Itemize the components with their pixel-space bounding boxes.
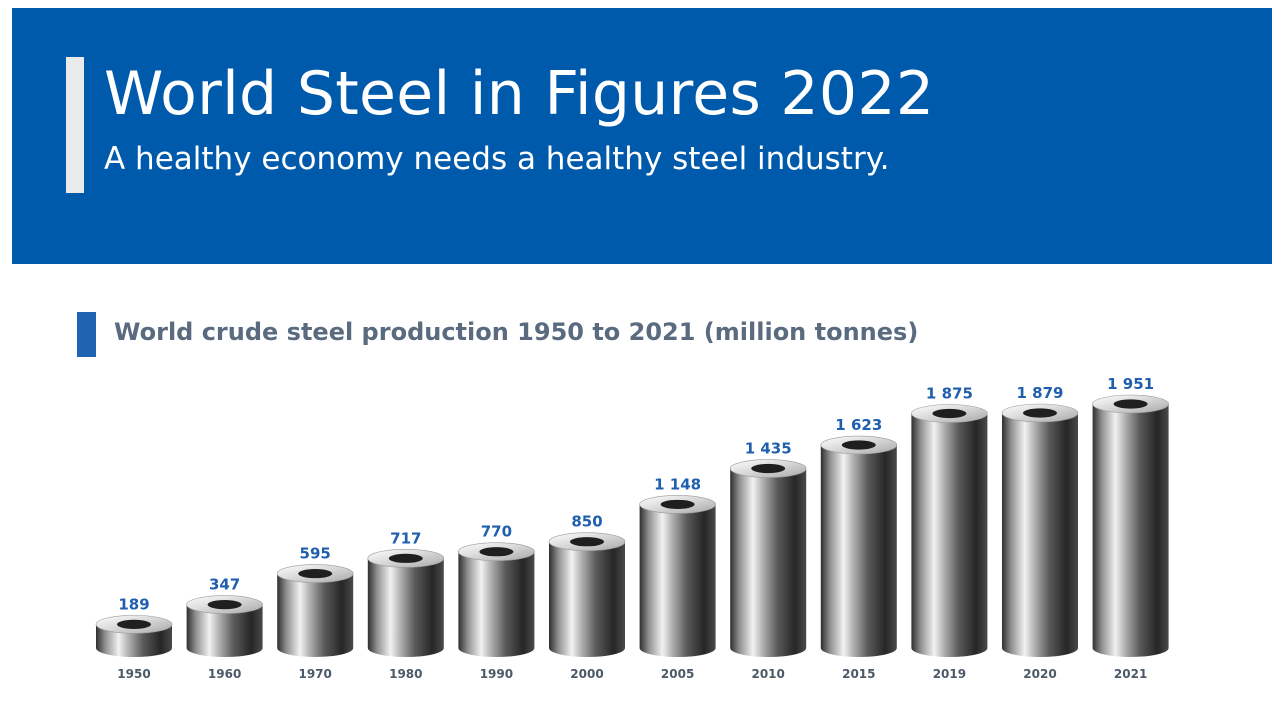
bar-body (367, 558, 444, 657)
data-label: 1 148 (654, 475, 701, 493)
bar-top-hole (570, 537, 604, 547)
bar-cylinder-1990 (458, 542, 535, 657)
x-tick-label: 1950 (117, 667, 150, 681)
bar-top-hole (1113, 399, 1148, 409)
bar-cylinder-2020 (1001, 403, 1079, 657)
x-tick-label: 2015 (842, 667, 875, 681)
bar-top-hole (207, 600, 242, 610)
header-accent-bar (66, 57, 84, 193)
bar-top-hole (751, 463, 786, 474)
data-label: 189 (118, 595, 149, 613)
bar-top-hole (117, 619, 151, 629)
header-banner (12, 8, 1272, 264)
bar-cylinder-1950 (95, 615, 173, 657)
bar-body (820, 445, 897, 657)
bar-cylinder-2015 (820, 435, 898, 657)
x-tick-label: 2021 (1114, 667, 1147, 681)
bar-body (639, 504, 716, 657)
bar-body (96, 624, 172, 657)
bar-cylinder-1960 (186, 595, 263, 657)
data-label: 595 (300, 545, 331, 563)
x-tick-label: 2010 (751, 667, 784, 681)
data-label: 1 879 (1017, 384, 1064, 402)
data-label: 1 951 (1107, 375, 1154, 393)
bar-body (1092, 404, 1169, 657)
page-subtitle: A healthy economy needs a healthy steel … (104, 141, 890, 177)
bar-top-hole (932, 408, 967, 419)
bar-body (458, 551, 535, 657)
x-tick-label: 1980 (389, 667, 422, 681)
data-label: 770 (481, 523, 512, 541)
x-tick-label: 2020 (1023, 667, 1056, 681)
bar-body (1002, 413, 1078, 657)
page-title: World Steel in Figures 2022 (104, 59, 935, 129)
bar-cylinder-2000 (548, 532, 626, 657)
x-tick-label: 2005 (661, 667, 694, 681)
bar-body (186, 604, 263, 657)
chart-title-accent-bar (77, 312, 96, 357)
data-label: 1 875 (926, 385, 973, 403)
bar-body (730, 468, 807, 657)
bar-cylinder-2010 (729, 459, 807, 657)
bar-top-hole (841, 440, 876, 450)
data-label: 1 623 (835, 416, 882, 434)
data-label: 850 (571, 513, 602, 531)
x-tick-label: 1990 (480, 667, 513, 681)
x-tick-label: 2000 (570, 667, 603, 681)
x-tick-label: 1960 (208, 667, 241, 681)
bar-cylinder-1970 (276, 564, 354, 657)
x-tick-label: 2019 (933, 667, 966, 681)
bar-cylinder-2019 (911, 404, 988, 657)
data-label: 1 435 (745, 440, 792, 458)
bar-top-hole (388, 553, 423, 563)
bar-body (911, 413, 988, 657)
data-label: 717 (390, 529, 421, 547)
bar-cylinder-2005 (639, 495, 716, 657)
bar-top-hole (479, 547, 514, 557)
bar-top-hole (1023, 408, 1057, 418)
chart-title: World crude steel production 1950 to 202… (114, 318, 919, 346)
steel-production-chart: 189 1950 347 1960 595 1970 717 1980 770 1990 850 20… (95, 375, 1169, 681)
bar-top-hole (298, 568, 333, 579)
bar-body (549, 541, 625, 657)
bar-cylinder-2021 (1092, 394, 1169, 657)
x-tick-label: 1970 (298, 667, 331, 681)
data-label: 347 (209, 576, 240, 594)
bar-cylinder-1980 (367, 549, 445, 657)
bar-body (277, 573, 354, 657)
bar-top-hole (660, 499, 695, 510)
